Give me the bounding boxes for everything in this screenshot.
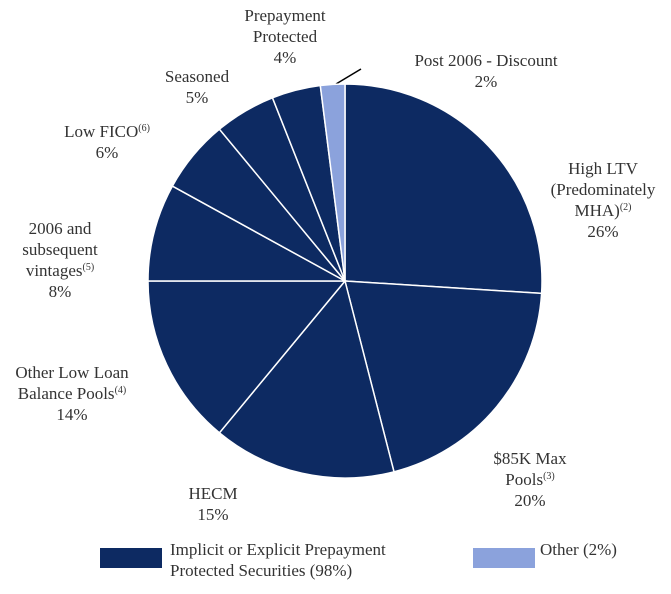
slice-label: HECM 15%: [173, 483, 253, 525]
value-label: 4%: [273, 48, 297, 67]
footnote: (5): [82, 262, 95, 273]
value-label: 2%: [474, 72, 498, 91]
category-label: Low FICO: [64, 122, 139, 141]
value-label: 15%: [197, 505, 229, 524]
value-label: 5%: [185, 88, 209, 107]
footnote: (4): [114, 385, 127, 396]
category-label: Post 2006 - Discount: [414, 51, 558, 70]
slice-label: Seasoned 5%: [147, 66, 247, 108]
footnote: (2): [619, 202, 632, 213]
slice-label: Low FICO(6) 6%: [52, 121, 162, 163]
pie-slice: [344, 280, 543, 473]
footnote: (3): [543, 471, 555, 482]
slice-label: Prepayment Protected 4%: [230, 5, 340, 68]
pie-slice: [344, 83, 543, 295]
footnote: (6): [138, 123, 150, 134]
slice-label: Post 2006 - Discount 2%: [396, 50, 576, 92]
legend-swatch: [100, 548, 162, 568]
pie-slice: [218, 279, 395, 479]
category-label: Prepayment Protected: [244, 6, 326, 46]
value-label: 8%: [48, 282, 72, 301]
legend-label: Implicit or Explicit Prepayment Protecte…: [170, 540, 386, 580]
category-label: Seasoned: [164, 67, 230, 86]
leader-line: [335, 68, 362, 85]
slice-label: $85K Max Pools(3) 20%: [480, 448, 580, 511]
pie-slice: [147, 185, 346, 282]
category-label: HECM: [188, 484, 238, 503]
value-label: 26%: [587, 222, 619, 241]
value-label: 6%: [95, 143, 119, 162]
category-label: $85K Max Pools: [493, 449, 567, 489]
pie-slice: [147, 280, 347, 434]
category-label: High LTV (Predominately MHA): [550, 159, 656, 220]
legend-swatch: [473, 548, 535, 568]
slice-label: 2006 and subsequent vintages(5) 8%: [10, 218, 110, 302]
category-label: Other Low Loan Balance Pools: [15, 363, 129, 403]
slice-label: Other Low Loan Balance Pools(4) 14%: [5, 362, 140, 425]
category-label: 2006 and subsequent vintages: [22, 219, 98, 280]
value-label: 20%: [514, 491, 546, 510]
value-label: 14%: [56, 405, 88, 424]
slice-label: High LTV (Predominately MHA)(2) 26%: [543, 158, 663, 242]
legend-label: Other (2%): [540, 540, 617, 559]
pie-slice: [319, 83, 346, 282]
